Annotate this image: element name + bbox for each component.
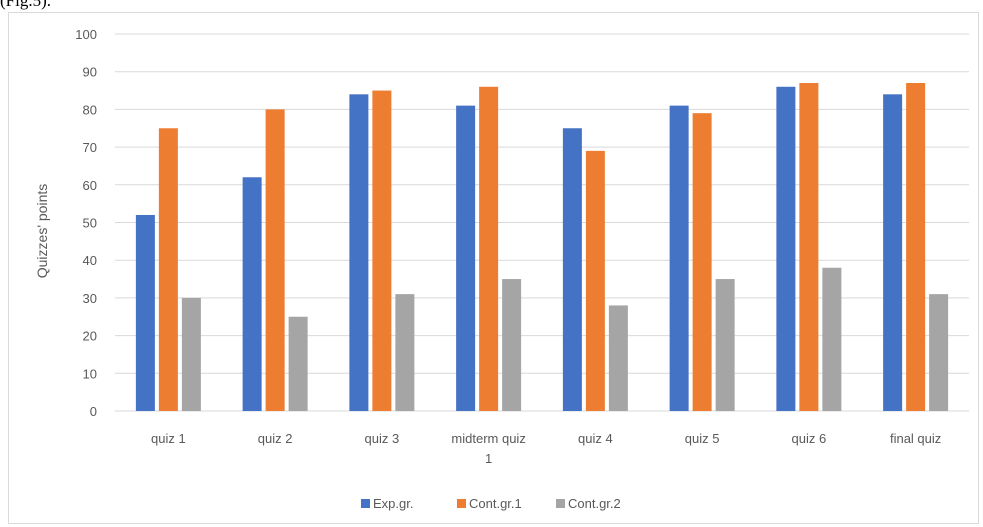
y-tick-label: 50 <box>83 216 97 231</box>
bar-exp-gr <box>883 94 903 411</box>
bar-exp-gr <box>242 177 262 411</box>
x-tick-label: quiz 3 <box>365 431 400 446</box>
y-tick-label: 20 <box>83 329 97 344</box>
bar-exp-gr <box>349 94 369 411</box>
legend-swatch <box>556 499 565 508</box>
legend-label: Cont.gr.1 <box>469 496 522 511</box>
bar-cont-gr-1 <box>479 86 499 411</box>
x-tick-label: quiz 1 <box>151 431 186 446</box>
legend-label: Exp.gr. <box>373 496 413 511</box>
y-axis-title: Quizzes' points <box>34 184 50 279</box>
x-tick-label: quiz 4 <box>578 431 613 446</box>
y-tick-label: 70 <box>83 140 97 155</box>
figure-caption: (Fig.5). <box>0 0 51 10</box>
bar-cont-gr-1 <box>265 109 285 412</box>
legend-label: Cont.gr.2 <box>568 496 621 511</box>
y-tick-label: 0 <box>90 404 97 419</box>
bar-cont-gr-2 <box>288 316 308 411</box>
bar-cont-gr-1 <box>372 90 392 412</box>
x-tick-label: midterm quiz <box>451 431 525 446</box>
bar-cont-gr-2 <box>181 297 201 411</box>
bar-cont-gr-1 <box>799 83 819 411</box>
bars <box>135 83 949 412</box>
x-tick-label: quiz 5 <box>685 431 720 446</box>
y-tick-label: 80 <box>83 102 97 117</box>
bar-exp-gr <box>776 86 796 411</box>
bar-cont-gr-2 <box>502 279 522 411</box>
x-tick-label: final quiz <box>890 431 941 446</box>
y-tick-label: 90 <box>83 65 97 80</box>
legend-swatch <box>457 499 466 508</box>
legend-swatch <box>361 499 370 508</box>
bar-cont-gr-1 <box>692 113 712 412</box>
x-tick-label: quiz 2 <box>258 431 293 446</box>
bar-exp-gr <box>562 128 582 411</box>
y-tick-label: 30 <box>83 291 97 306</box>
y-tick-label: 100 <box>75 27 97 42</box>
bar-exp-gr <box>669 105 689 411</box>
bar-cont-gr-2 <box>608 305 628 411</box>
bar-cont-gr-1 <box>585 150 605 411</box>
bar-cont-gr-2 <box>715 279 735 411</box>
bar-cont-gr-2 <box>929 294 949 411</box>
x-tick-label: 1 <box>485 451 492 466</box>
y-tick-label: 10 <box>83 366 97 381</box>
bar-cont-gr-1 <box>158 128 178 411</box>
bar-exp-gr <box>456 105 476 411</box>
x-axis-ticks: quiz 1 quiz 2 quiz 3 midterm quiz 1 quiz 4 qui… <box>151 431 941 466</box>
y-axis-ticks: 0 10 20 30 40 50 60 70 80 90 100 <box>75 27 97 419</box>
legend: Exp.gr. Cont.gr.1 Cont.gr.2 <box>361 496 621 511</box>
y-tick-label: 40 <box>83 253 97 268</box>
bar-cont-gr-2 <box>395 294 415 411</box>
x-tick-label: quiz 6 <box>792 431 827 446</box>
chart-area: 0 10 20 30 40 50 60 70 80 90 100 quiz 1 quiz 2 quiz … <box>8 12 979 524</box>
bar-cont-gr-1 <box>906 83 926 411</box>
bar-cont-gr-2 <box>822 267 842 411</box>
bar-exp-gr <box>135 214 155 411</box>
y-tick-label: 60 <box>83 178 97 193</box>
